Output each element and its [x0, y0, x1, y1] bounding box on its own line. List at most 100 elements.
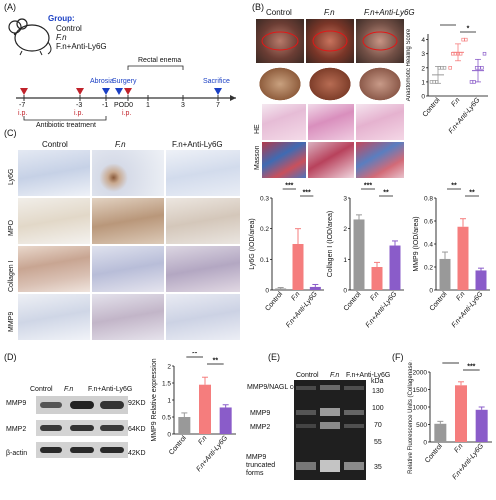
y-tick-label: 2000 — [413, 370, 428, 377]
c-col-control: Control — [42, 140, 68, 149]
y-tick-label: 0.6 — [424, 219, 433, 226]
y-tick-label: 2 — [421, 65, 425, 72]
y-tick-label: 0.2 — [424, 265, 433, 272]
b-tissue-anti — [356, 65, 404, 103]
c-mmp9-control — [18, 294, 90, 340]
y-axis-label: MMP9 (IOD/area) — [413, 216, 420, 271]
x-tick-label: F.n — [369, 291, 380, 303]
group-control: Control — [56, 24, 82, 33]
significance-label: * — [467, 26, 470, 33]
c-row-ly6g: Ly6G — [8, 168, 15, 185]
data-point — [480, 66, 484, 70]
panel-label-d: (D) — [4, 352, 17, 362]
significance-label: ** — [451, 183, 457, 190]
y-tick-label: 0.1 — [260, 257, 269, 264]
d-lane-fn: F.n — [64, 386, 74, 393]
significance-label: *** — [447, 360, 455, 364]
d-lane-fn-anti: F.n+Anti-Ly6G — [88, 386, 133, 393]
x-tick-label: F.n — [290, 291, 301, 303]
bar — [439, 258, 451, 290]
x-tick-label: F.n+Anti-Ly6G — [285, 290, 319, 329]
b-col-fn: F.n — [324, 8, 335, 17]
c-col-fn: F.n — [115, 140, 126, 149]
bar — [178, 417, 191, 434]
e-lane-control: Control — [296, 372, 319, 379]
e-label-truncated: MMP9 truncated forms — [246, 454, 276, 477]
group-fn: F.n — [56, 33, 67, 42]
significance-label: *** — [285, 183, 293, 190]
y-tick-label: 500 — [416, 422, 427, 429]
abrosia-label: Abrosia — [90, 78, 114, 85]
panel-label-a: (A) — [4, 2, 16, 12]
c-mpo-fn — [92, 198, 164, 244]
rectal-enema-label: Rectal enema — [138, 57, 182, 64]
e-lane-fn-anti: F.n+Anti-Ly6G — [346, 372, 391, 379]
y-tick-label: 1 — [343, 257, 347, 264]
y-tick-label: 1 — [421, 79, 425, 86]
c-collagen-anti — [166, 246, 240, 292]
bar — [371, 267, 383, 290]
data-point — [448, 66, 452, 70]
tick-minus7: -7 — [19, 102, 26, 109]
group-title: Group: — [48, 14, 75, 23]
antibiotic-label: Antibiotic treatment — [36, 122, 96, 129]
y-tick-label: 0 — [421, 94, 425, 101]
x-tick-label: F.n — [450, 97, 461, 109]
data-point — [482, 51, 487, 56]
c-mmp9-fn — [92, 294, 164, 340]
tick-minus1: -1 — [102, 102, 109, 109]
x-tick-label: Control — [168, 434, 188, 456]
c-row-mmp9: MMP9 — [8, 311, 15, 332]
y-tick-label: 0.3 — [260, 196, 269, 203]
bar — [389, 245, 401, 290]
b-tissue-fn — [306, 65, 354, 103]
tick-3: 3 — [181, 102, 185, 109]
c-ly6g-control — [18, 150, 90, 196]
kda-title: kDa — [371, 378, 384, 385]
y-tick-label: 0.8 — [424, 196, 433, 203]
data-point — [464, 37, 468, 42]
panel-label-b: (B) — [252, 2, 264, 12]
e-label-mmp2: MMP2 — [250, 424, 271, 431]
tick-1: 1 — [146, 102, 150, 109]
tick-pod0: POD0 — [114, 102, 134, 109]
mouse-icon — [8, 18, 52, 56]
kda-35: 35 — [374, 464, 382, 471]
c-mpo-control — [18, 198, 90, 244]
y-tick-label: 0 — [343, 288, 347, 295]
data-point — [442, 66, 447, 70]
panel-label-f: (F) — [392, 352, 404, 362]
c-mpo-anti — [166, 198, 240, 244]
b-masson-control — [262, 142, 306, 178]
significance-label: *** — [467, 364, 475, 371]
c-ly6g-fn — [92, 150, 164, 196]
tick-7: 7 — [216, 102, 220, 109]
b-row-he: HE — [254, 124, 261, 134]
bar — [219, 407, 232, 434]
y-axis-label: Anastomotic Healing Score — [406, 28, 412, 101]
panel-label-c: (C) — [4, 128, 17, 138]
y-tick-label: 1 — [167, 398, 171, 405]
d-size-64: 64KD — [128, 426, 146, 433]
x-tick-label: F.n — [197, 435, 208, 447]
c-collagen-control — [18, 246, 90, 292]
y-tick-label: 0 — [265, 288, 269, 295]
d-lane-control: Control — [30, 386, 53, 393]
significance-label: ** — [445, 24, 451, 26]
y-axis-label: Relative Fluorescence Units (Collagenase… — [408, 360, 414, 474]
bar — [199, 384, 211, 434]
y-tick-label: 2 — [343, 226, 347, 233]
significance-label: ** — [469, 190, 475, 197]
kda-130: 130 — [372, 388, 384, 395]
ip-label-1: i.p. — [18, 110, 28, 117]
y-tick-label: 1500 — [413, 387, 428, 394]
c-row-collagen: Collagen I — [8, 260, 15, 292]
kda-70: 70 — [374, 422, 382, 429]
d-size-42: 42KD — [128, 450, 146, 457]
tick-minus3: -3 — [76, 102, 83, 109]
b-he-fn — [308, 104, 354, 140]
bar — [475, 270, 487, 290]
